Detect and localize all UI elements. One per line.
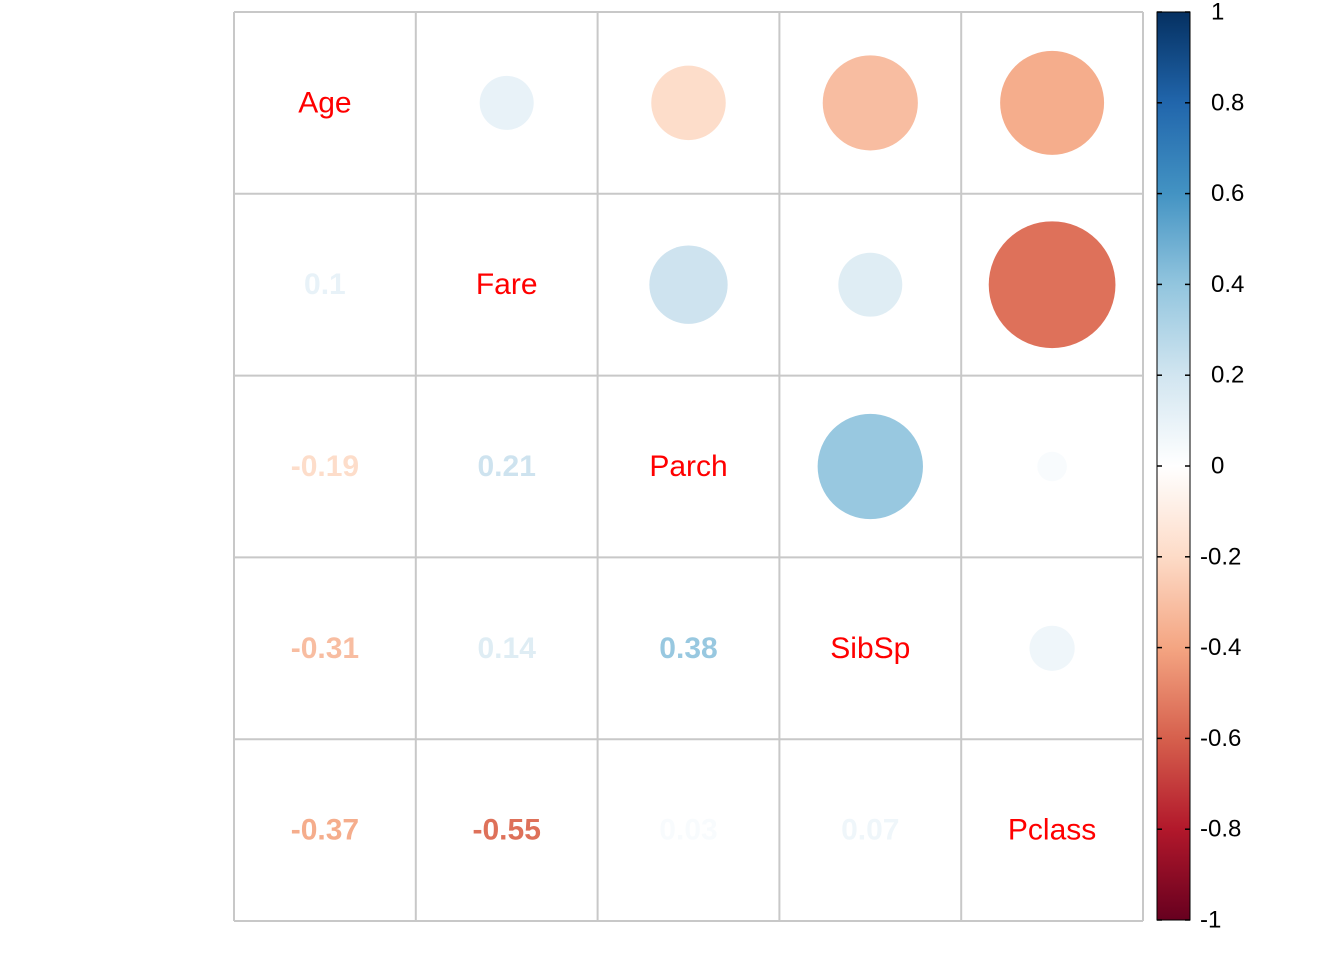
correlation-value-pclass-age: -0.37 — [291, 814, 359, 847]
correlation-circle-fare-sibsp — [838, 252, 903, 317]
correlation-value-pclass-fare: -0.55 — [473, 814, 541, 847]
colorbar-tick-label: -0.4 — [1200, 634, 1241, 661]
correlation-circle-sibsp-pclass — [1029, 625, 1075, 671]
colorbar-tick-label: 0.6 — [1211, 180, 1244, 207]
colorbar-tick-label: -1 — [1200, 907, 1221, 934]
colorbar-tick-label: -0.8 — [1200, 816, 1241, 843]
diagonal-label-parch: Parch — [649, 450, 727, 483]
correlation-circle-age-sibsp — [822, 55, 918, 151]
diagonal-label-fare: Fare — [476, 268, 538, 301]
correlation-value-fare-age: 0.1 — [304, 268, 346, 301]
diagonal-label-age: Age — [298, 86, 351, 119]
correlation-circle-age-fare — [479, 75, 534, 130]
matrix-cells: Age 0.1 Fare -0.19 0.21 Parch -0.31 0.14 0.38 Sib… — [291, 50, 1116, 847]
colorbar-gradient — [1156, 11, 1191, 921]
diagonal-label-sibsp: SibSp — [830, 632, 910, 665]
correlation-value-parch-fare: 0.21 — [478, 450, 536, 483]
correlation-value-parch-age: -0.19 — [291, 450, 359, 483]
colorbar-tick-label: 1 — [1211, 0, 1224, 26]
diagonal-label-pclass: Pclass — [1008, 814, 1096, 847]
colorbar: 1 0.8 0.6 0.4 0.2 0 -0.2 -0.4 -0.6 -0.8 -1 — [1156, 0, 1244, 934]
correlation-circle-fare-parch — [649, 245, 728, 324]
colorbar-tick-label: -0.6 — [1200, 725, 1241, 752]
correlation-value-pclass-sibsp: 0.07 — [841, 814, 899, 847]
correlation-value-sibsp-parch: 0.38 — [659, 632, 717, 665]
colorbar-tick-label: 0.8 — [1211, 89, 1244, 116]
correlation-value-pclass-parch: 0.03 — [659, 814, 717, 847]
correlation-value-sibsp-age: -0.31 — [291, 632, 359, 665]
correlation-circle-age-parch — [651, 65, 726, 141]
correlation-circle-parch-sibsp — [817, 413, 923, 520]
colorbar-tick-label: 0.4 — [1211, 271, 1244, 298]
colorbar-tick-label: 0 — [1211, 453, 1224, 480]
matrix-grid — [233, 11, 1144, 922]
correlation-circle-parch-pclass — [1037, 451, 1067, 482]
colorbar-tick-label: 0.2 — [1211, 362, 1244, 389]
correlation-circle-age-pclass — [1000, 50, 1105, 155]
colorbar-tick-label: -0.2 — [1200, 543, 1241, 570]
correlation-value-sibsp-fare: 0.14 — [478, 632, 537, 665]
correlation-circle-fare-pclass — [988, 221, 1116, 349]
